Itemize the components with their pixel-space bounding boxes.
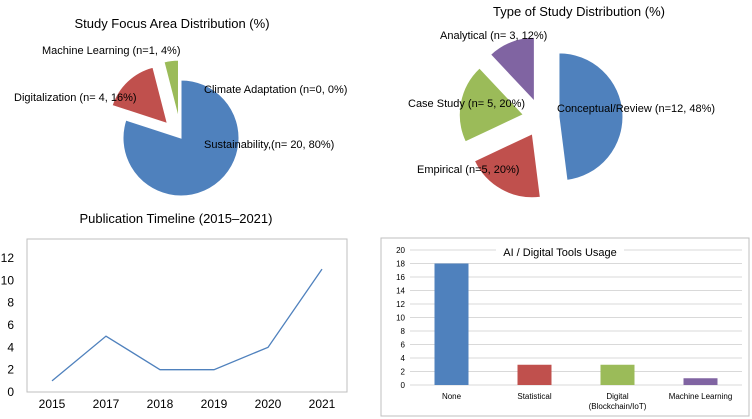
study-type-pie-chart: Type of Study Distribution (%) Analytica… bbox=[408, 4, 715, 199]
bar-x-tick-none: None bbox=[442, 392, 462, 401]
bar-y-tick-4: 4 bbox=[401, 354, 406, 363]
bar-x-tick-statistical: Statistical bbox=[517, 392, 551, 401]
bar-chart-title: AI / Digital Tools Usage bbox=[503, 247, 617, 259]
timeline-y-tick-6: 6 bbox=[7, 318, 14, 332]
bar-y-tick-20: 20 bbox=[396, 246, 405, 255]
bar-x-tick-machine-learning: Machine Learning bbox=[669, 392, 733, 401]
timeline-x-tick-2019: 2019 bbox=[201, 397, 228, 411]
bar-y-tick-2: 2 bbox=[401, 368, 406, 377]
study-type-label-conceptual-review: Conceptual/Review (n=12, 48%) bbox=[557, 103, 715, 115]
bar-y-tick-16: 16 bbox=[396, 273, 405, 282]
focus-area-label-sustainability: Sustainability,(n= 20, 80%) bbox=[204, 139, 334, 151]
timeline-y-tick-10: 10 bbox=[1, 273, 15, 287]
publication-timeline-line-chart: Publication Timeline (2015–2021) 0 2 4 6 8 10… bbox=[1, 211, 348, 411]
timeline-y-tick-4: 4 bbox=[7, 340, 14, 354]
timeline-series-line bbox=[51, 268, 323, 382]
study-type-slice-analytical bbox=[489, 36, 535, 103]
study-type-label-empirical: Empirical (n=5, 20%) bbox=[417, 164, 519, 176]
study-type-label-analytical: Analytical (n= 3, 12%) bbox=[440, 30, 547, 42]
study-type-pie-slices bbox=[458, 36, 624, 199]
bar-digital-blockchain-iot bbox=[600, 364, 635, 385]
bar-chart-y-ticks: 0 2 4 6 8 10 12 14 16 18 20 bbox=[396, 246, 405, 390]
timeline-plot-frame bbox=[26, 238, 348, 393]
focus-area-label-digitalization: Digitalization (n= 4, 16%) bbox=[14, 92, 137, 104]
timeline-y-tick-2: 2 bbox=[7, 363, 14, 377]
focus-area-pie-slices bbox=[111, 59, 240, 197]
study-type-label-case-study: Case Study (n= 5, 20%) bbox=[408, 98, 525, 110]
timeline-x-tick-2018: 2018 bbox=[147, 397, 174, 411]
timeline-x-tick-2021: 2021 bbox=[309, 397, 336, 411]
study-type-pie-title: Type of Study Distribution (%) bbox=[493, 4, 665, 19]
bar-x-tick-digital-blockchain-iot: Digital (Blockchain/IoT) bbox=[589, 392, 647, 411]
study-type-slice-case-study bbox=[458, 67, 525, 143]
timeline-y-tick-12: 12 bbox=[1, 251, 15, 265]
timeline-title: Publication Timeline (2015–2021) bbox=[80, 211, 273, 226]
bar-y-tick-6: 6 bbox=[401, 341, 406, 350]
bar-chart-frame bbox=[380, 237, 750, 417]
focus-area-slice-digitalization bbox=[111, 66, 169, 125]
bar-y-tick-0: 0 bbox=[401, 381, 406, 390]
focus-area-pie-chart: Study Focus Area Distribution (%) Machin… bbox=[14, 16, 347, 197]
focus-area-label-machine-learning: Machine Learning (n=1, 4%) bbox=[42, 45, 181, 57]
focus-area-slice-sustainability bbox=[122, 79, 240, 197]
study-type-slice-conceptual-review bbox=[558, 52, 624, 181]
bar-y-tick-10: 10 bbox=[396, 314, 405, 323]
bar-chart-title-box bbox=[496, 245, 624, 260]
focus-area-slice-machine-learning bbox=[163, 59, 179, 119]
ai-tools-bar-chart: 0 2 4 6 8 10 12 14 16 18 20 None Statistical Digital… bbox=[380, 237, 750, 417]
bar-statistical bbox=[517, 364, 552, 385]
bar-y-tick-12: 12 bbox=[396, 300, 405, 309]
bar-chart-bars bbox=[434, 263, 718, 385]
timeline-y-ticks: 0 2 4 6 8 10 12 bbox=[1, 251, 15, 399]
timeline-x-tick-2017: 2017 bbox=[93, 397, 120, 411]
bar-none bbox=[434, 263, 469, 385]
timeline-x-tick-2015: 2015 bbox=[39, 397, 66, 411]
study-type-slice-empirical bbox=[473, 133, 541, 199]
bar-chart-x-ticks: None Statistical Digital (Blockchain/IoT) Ma… bbox=[442, 392, 732, 411]
timeline-x-ticks: 2015 2017 2018 2019 2020 2021 bbox=[39, 397, 336, 411]
bar-machine-learning bbox=[683, 378, 718, 385]
timeline-y-tick-8: 8 bbox=[7, 296, 14, 310]
focus-area-label-climate-adaptation: Climate Adaptation (n=0, 0%) bbox=[204, 84, 347, 96]
bar-y-tick-8: 8 bbox=[401, 327, 406, 336]
timeline-x-tick-2020: 2020 bbox=[255, 397, 282, 411]
bar-y-tick-18: 18 bbox=[396, 260, 405, 269]
focus-area-pie-title: Study Focus Area Distribution (%) bbox=[74, 16, 269, 31]
bar-y-tick-14: 14 bbox=[396, 287, 405, 296]
timeline-y-tick-0: 0 bbox=[7, 385, 14, 399]
